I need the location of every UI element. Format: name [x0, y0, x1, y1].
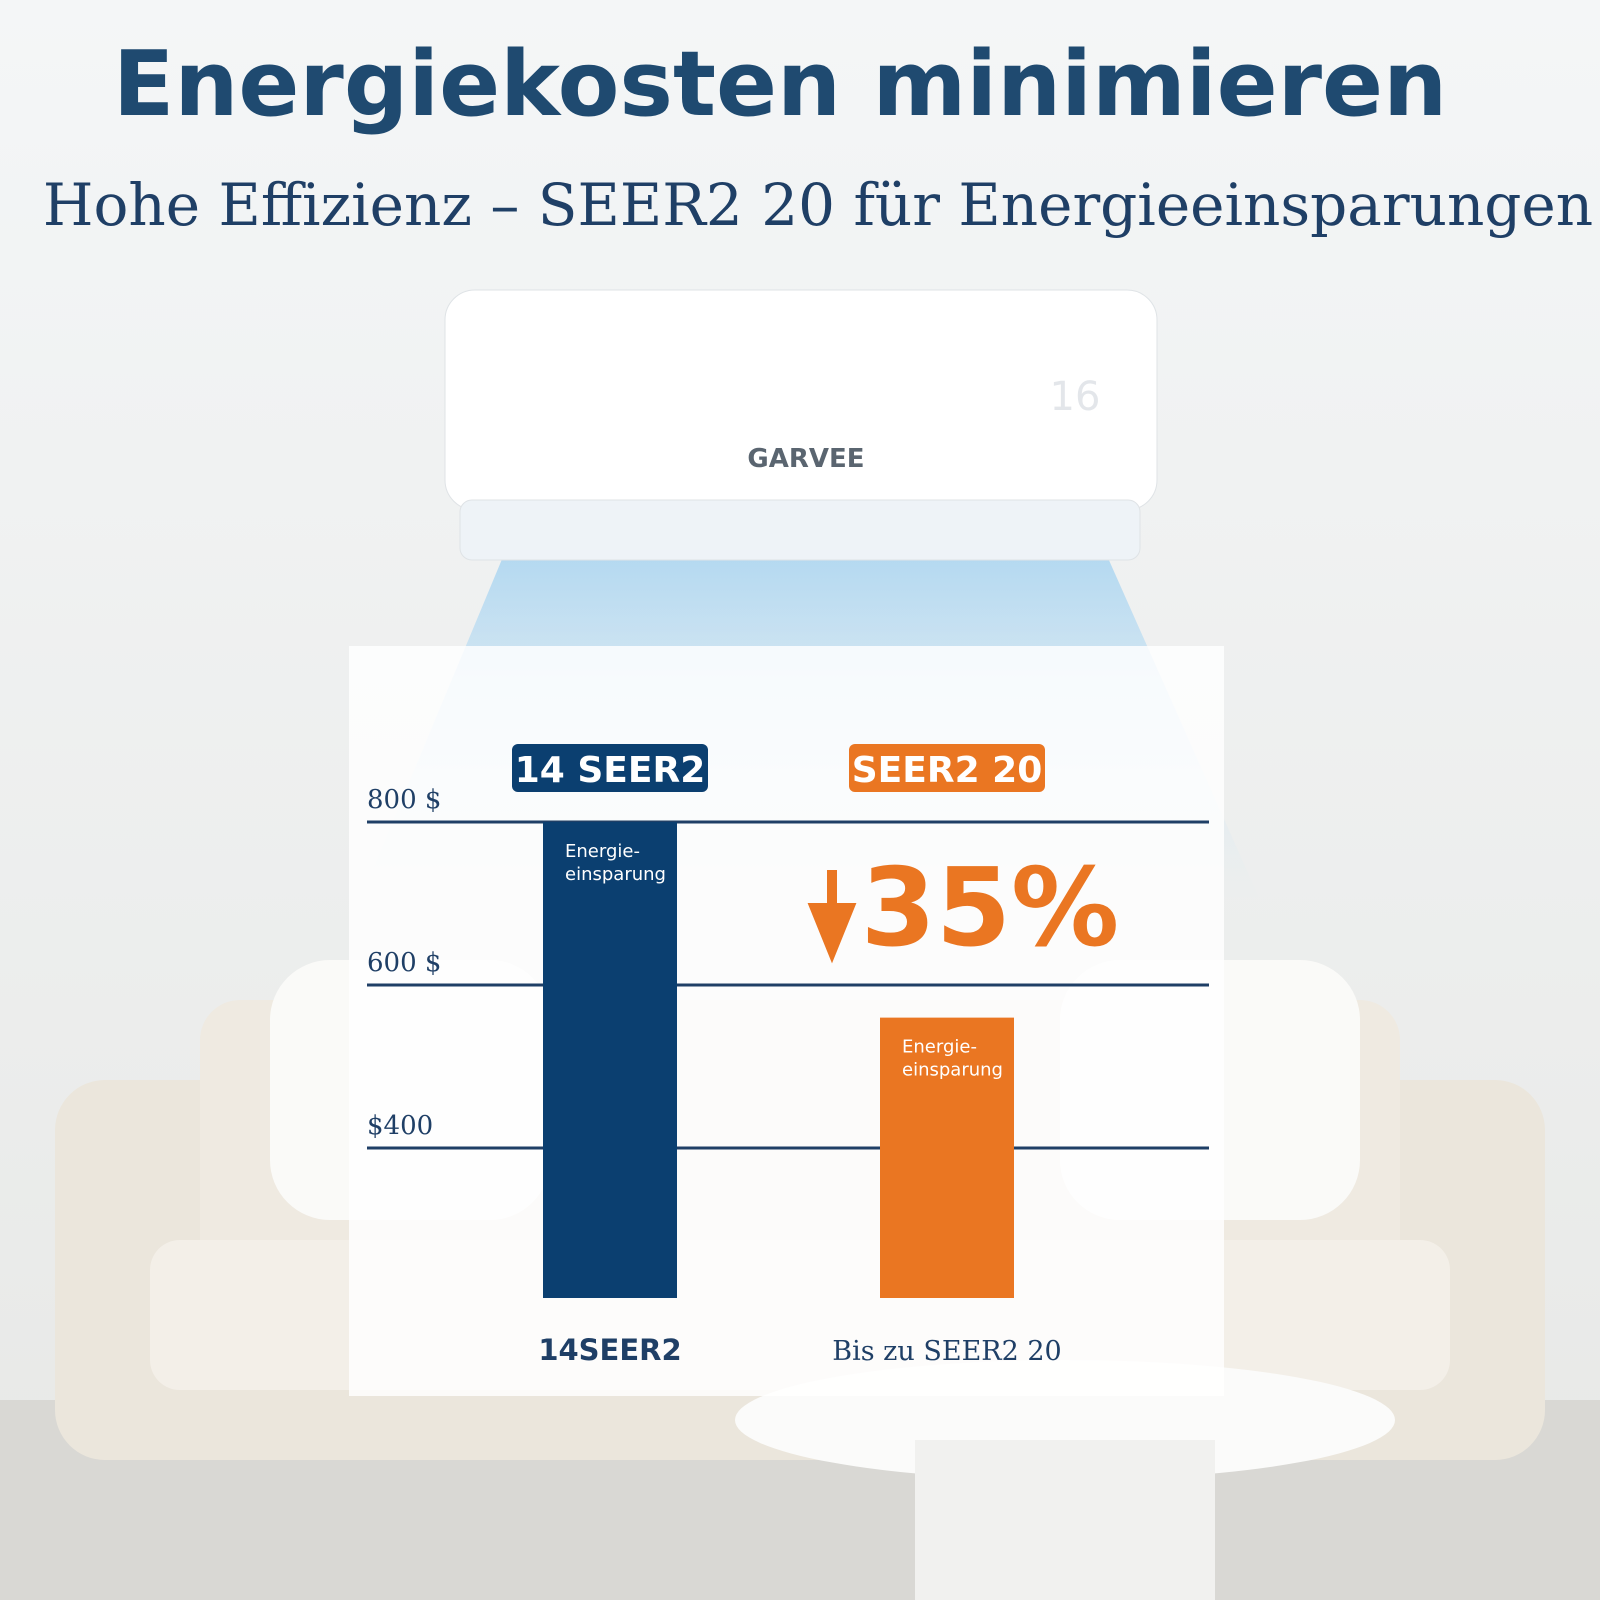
- chart: 800 $ 600 $ $400 Energie-einsparung 14 SEER2…: [367, 744, 1209, 1367]
- chart-panel: [349, 646, 1224, 1396]
- brand: GARVEE: [747, 444, 864, 474]
- bar-label: einsparung: [902, 1060, 1003, 1081]
- badge: [512, 744, 708, 792]
- bar: [880, 1017, 1014, 1298]
- annotation: 35%: [861, 846, 1120, 971]
- bar-label: Energie-: [565, 841, 640, 862]
- bar-label: Energie-: [902, 1037, 977, 1058]
- y-tick-label: $400: [367, 1111, 433, 1141]
- x-tick-label: 14SEER2: [538, 1333, 681, 1367]
- badge-label: 14 SEER2: [515, 750, 706, 791]
- x-tick-label: Bis zu SEER2 20: [832, 1336, 1061, 1367]
- bar: [543, 822, 677, 1298]
- subtitle: Hohe Effizienz – SEER2 20 für Energieein…: [43, 171, 1593, 239]
- y-tick-label: 800 $: [367, 785, 441, 815]
- badge: [849, 744, 1045, 792]
- bar-label: einsparung: [565, 864, 666, 885]
- badge-label: SEER2 20: [852, 750, 1043, 791]
- y-tick-label: 600 $: [367, 948, 441, 978]
- title: Energiekosten minimieren: [113, 32, 1447, 137]
- down-arrow: [807, 870, 857, 964]
- display: 16: [1050, 374, 1101, 420]
